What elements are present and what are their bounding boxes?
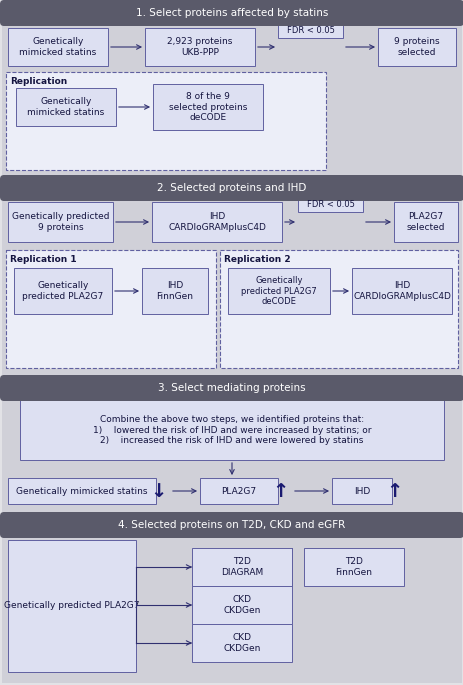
FancyBboxPatch shape [2,177,461,375]
Text: IHD: IHD [353,486,369,495]
Text: Replication 2: Replication 2 [224,255,290,264]
Text: IHD
CARDIoGRAMplusC4D: IHD CARDIoGRAMplusC4D [168,212,265,232]
FancyBboxPatch shape [6,72,325,170]
FancyBboxPatch shape [192,624,291,662]
FancyBboxPatch shape [14,268,112,314]
Text: 3. Select mediating proteins: 3. Select mediating proteins [158,383,305,393]
FancyBboxPatch shape [20,400,443,460]
Text: ↑: ↑ [385,482,401,501]
FancyBboxPatch shape [192,548,291,586]
FancyBboxPatch shape [192,586,291,624]
FancyBboxPatch shape [8,478,156,504]
Text: Genetically predicted PLA2G7: Genetically predicted PLA2G7 [4,601,139,610]
FancyBboxPatch shape [6,250,216,368]
Text: Genetically
mimicked statins: Genetically mimicked statins [19,37,96,57]
FancyBboxPatch shape [0,375,463,401]
Text: FDR < 0.05: FDR < 0.05 [286,25,334,34]
FancyBboxPatch shape [219,250,457,368]
Text: ↑: ↑ [271,482,288,501]
Text: ↓: ↓ [150,482,166,501]
FancyBboxPatch shape [152,202,282,242]
FancyBboxPatch shape [200,478,277,504]
Text: 8 of the 9
selected proteins
deCODE: 8 of the 9 selected proteins deCODE [169,92,247,122]
FancyBboxPatch shape [277,22,342,38]
Text: 9 proteins
selected: 9 proteins selected [394,37,439,57]
Text: 2. Selected proteins and IHD: 2. Selected proteins and IHD [157,183,306,193]
FancyBboxPatch shape [297,196,362,212]
Text: Genetically predicted
9 proteins: Genetically predicted 9 proteins [12,212,109,232]
Text: T2D
DIAGRAM: T2D DIAGRAM [220,558,263,577]
FancyBboxPatch shape [142,268,207,314]
Text: Genetically
predicted PLA2G7
deCODE: Genetically predicted PLA2G7 deCODE [241,276,316,306]
FancyBboxPatch shape [0,0,463,26]
FancyBboxPatch shape [8,28,108,66]
Text: Replication: Replication [10,77,67,86]
FancyBboxPatch shape [2,2,461,175]
FancyBboxPatch shape [393,202,457,242]
Text: T2D
FinnGen: T2D FinnGen [335,558,372,577]
Text: CKD
CKDGen: CKD CKDGen [223,595,260,614]
FancyBboxPatch shape [16,88,116,126]
FancyBboxPatch shape [332,478,391,504]
Text: IHD
FinnGen: IHD FinnGen [156,282,193,301]
Text: 2,923 proteins
UKB-PPP: 2,923 proteins UKB-PPP [167,37,232,57]
Text: IHD
CARDIoGRAMplusC4D: IHD CARDIoGRAMplusC4D [352,282,450,301]
FancyBboxPatch shape [144,28,255,66]
FancyBboxPatch shape [227,268,329,314]
Text: Genetically mimicked statins: Genetically mimicked statins [16,486,147,495]
FancyBboxPatch shape [0,175,463,201]
FancyBboxPatch shape [2,514,461,683]
FancyBboxPatch shape [0,512,463,538]
FancyBboxPatch shape [153,84,263,130]
FancyBboxPatch shape [303,548,403,586]
Text: 1. Select proteins affected by statins: 1. Select proteins affected by statins [136,8,327,18]
Text: 4. Selected proteins on T2D, CKD and eGFR: 4. Selected proteins on T2D, CKD and eGF… [118,520,345,530]
FancyBboxPatch shape [8,202,113,242]
Text: PLA2G7
selected: PLA2G7 selected [406,212,444,232]
Text: PLA2G7: PLA2G7 [221,486,256,495]
FancyBboxPatch shape [377,28,455,66]
FancyBboxPatch shape [2,377,461,512]
Text: FDR < 0.05: FDR < 0.05 [306,199,354,208]
Text: Genetically
mimicked statins: Genetically mimicked statins [27,97,104,116]
Text: Replication 1: Replication 1 [10,255,76,264]
Text: Genetically
predicted PLA2G7: Genetically predicted PLA2G7 [22,282,103,301]
Text: CKD
CKDGen: CKD CKDGen [223,634,260,653]
FancyBboxPatch shape [351,268,451,314]
FancyBboxPatch shape [8,540,136,672]
Text: Combine the above two steps, we identified proteins that:
1)    lowered the risk: Combine the above two steps, we identifi… [93,415,370,445]
